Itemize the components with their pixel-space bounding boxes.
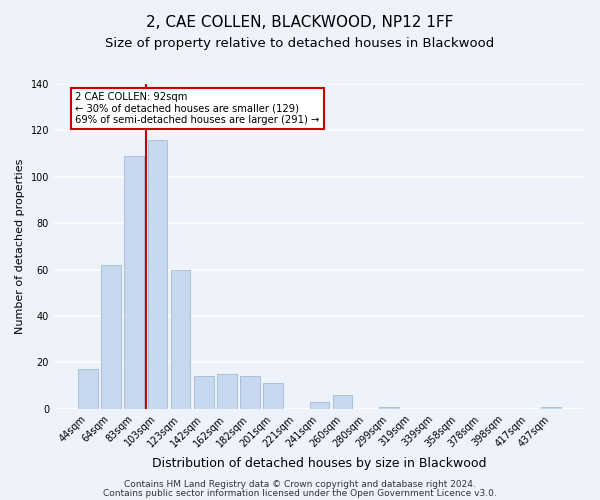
Bar (78, 370, 98, 409)
Bar (217, 374, 236, 409)
Text: 2 CAE COLLEN: 92sqm
← 30% of detached houses are smaller (129)
69% of semi-detac: 2 CAE COLLEN: 92sqm ← 30% of detached ho… (75, 92, 320, 126)
Text: 2, CAE COLLEN, BLACKWOOD, NP12 1FF: 2, CAE COLLEN, BLACKWOOD, NP12 1FF (146, 15, 454, 30)
Bar (148, 140, 167, 409)
Bar (101, 265, 121, 409)
Bar (240, 376, 260, 409)
Y-axis label: Number of detached properties: Number of detached properties (15, 159, 25, 334)
Bar (379, 406, 399, 409)
Bar (310, 402, 329, 409)
Text: Size of property relative to detached houses in Blackwood: Size of property relative to detached ho… (106, 38, 494, 51)
Bar (194, 376, 214, 409)
Bar (124, 156, 144, 409)
Bar (263, 384, 283, 409)
Text: Contains HM Land Registry data © Crown copyright and database right 2024.: Contains HM Land Registry data © Crown c… (124, 480, 476, 489)
X-axis label: Distribution of detached houses by size in Blackwood: Distribution of detached houses by size … (152, 457, 487, 470)
Bar (541, 406, 561, 409)
Text: Contains public sector information licensed under the Open Government Licence v3: Contains public sector information licen… (103, 489, 497, 498)
Bar (170, 270, 190, 409)
Bar (333, 395, 352, 409)
